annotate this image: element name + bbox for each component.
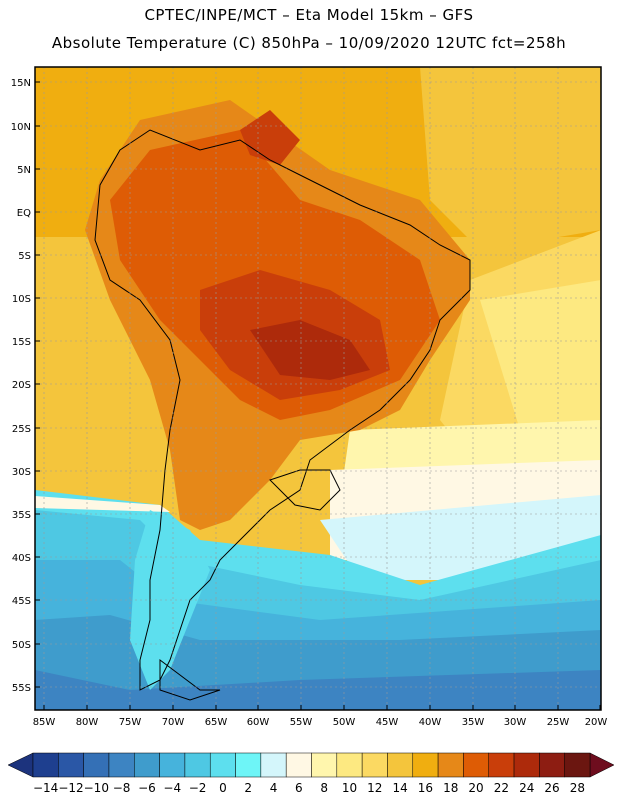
- colorbar-label: −6: [138, 781, 156, 795]
- lat-label: 45S: [12, 596, 31, 607]
- map-title-line2: Absolute Temperature (C) 850hPa – 10/09/…: [51, 34, 567, 52]
- colorbar-label: 0: [219, 781, 227, 795]
- colorbar-swatch: [134, 752, 160, 778]
- latitude-labels: 15N 10N 5N EQ 5S 10S 15S 20S 25S 30S 35S…: [11, 78, 31, 694]
- colorbar-swatch: [488, 752, 515, 778]
- colorbar-label: 16: [418, 781, 433, 795]
- lat-label: 5S: [18, 251, 31, 262]
- colorbar-swatch: [235, 752, 262, 778]
- axis-ticks: [35, 81, 601, 710]
- lat-label: 10N: [11, 122, 31, 133]
- colorbar-swatch: [437, 752, 464, 778]
- colorbar-swatch: [361, 752, 388, 778]
- colorbar-label: 24: [519, 781, 534, 795]
- colorbar-label: −2: [189, 781, 207, 795]
- colorbar-swatch: [387, 752, 414, 778]
- lon-label: 30W: [504, 717, 527, 728]
- lon-label: 40W: [419, 717, 442, 728]
- colorbar-label: 2: [244, 781, 252, 795]
- lat-label: 55S: [12, 683, 31, 694]
- longitude-labels: 85W 80W 75W 70W 65W 60W 55W 50W 45W 40W …: [33, 717, 608, 728]
- map-title-line1: CPTEC/INPE/MCT – Eta Model 15km – GFS: [144, 6, 474, 24]
- colorbar-label: −10: [84, 781, 109, 795]
- lat-label: 5N: [17, 165, 31, 176]
- lon-label: 70W: [162, 717, 185, 728]
- colorbar-swatch: [564, 752, 591, 778]
- temperature-field: [35, 67, 601, 710]
- lon-label: 65W: [205, 717, 228, 728]
- colorbar-label: 6: [295, 781, 303, 795]
- lat-label: 30S: [12, 467, 31, 478]
- colorbar-swatch: [311, 752, 338, 778]
- lon-label: 20W: [585, 717, 608, 728]
- colorbar-label: 28: [570, 781, 585, 795]
- colorbar-swatch: [539, 752, 565, 778]
- lat-label: 25S: [12, 424, 31, 435]
- colorbar-swatch: [285, 752, 312, 778]
- colorbar-high-arrow: [589, 752, 615, 778]
- lat-label: 15S: [12, 337, 31, 348]
- colorbar-swatch: [58, 752, 84, 778]
- colorbar-label: 20: [468, 781, 483, 795]
- colorbar-label: 4: [270, 781, 278, 795]
- colorbar-label: 10: [342, 781, 357, 795]
- colorbar-swatch: [209, 752, 236, 778]
- lat-label: 50S: [12, 640, 31, 651]
- lat-label: EQ: [17, 208, 31, 219]
- colorbar-label: 8: [320, 781, 328, 795]
- colorbar-swatch: [32, 752, 59, 778]
- colorbar-swatch: [513, 752, 540, 778]
- colorbar-label: 12: [367, 781, 382, 795]
- colorbar-swatch: [159, 752, 186, 778]
- colorbar-swatch: [184, 752, 211, 778]
- colorbar-label: 26: [544, 781, 559, 795]
- lon-label: 60W: [247, 717, 270, 728]
- colorbar-label: −8: [113, 781, 131, 795]
- lat-label: 35S: [12, 510, 31, 521]
- graticule: [35, 67, 601, 710]
- lon-label: 55W: [290, 717, 313, 728]
- lon-label: 45W: [376, 717, 399, 728]
- lat-label: 15N: [11, 78, 31, 89]
- colorbar-label: −4: [163, 781, 181, 795]
- colorbar-swatch: [83, 752, 110, 778]
- colorbar-swatch: [108, 752, 135, 778]
- colorbar-swatch: [260, 752, 287, 778]
- colorbar-label: 14: [392, 781, 407, 795]
- colorbar-label: −12: [58, 781, 83, 795]
- colorbar-swatch: [412, 752, 439, 778]
- lon-label: 75W: [119, 717, 142, 728]
- lon-label: 85W: [33, 717, 56, 728]
- lon-label: 35W: [462, 717, 485, 728]
- coastline-borders: [94, 129, 471, 701]
- lon-label: 25W: [547, 717, 570, 728]
- lon-label: 50W: [333, 717, 356, 728]
- colorbar-label: 18: [443, 781, 458, 795]
- lat-label: 20S: [12, 380, 31, 391]
- colorbar: −14 −12 −10 −8 −6 −4 −2 0 2 4 6 8 10 12 14 16 18 20 22 24 26…: [7, 752, 615, 795]
- colorbar-swatch: [463, 752, 489, 778]
- lat-label: 10S: [12, 294, 31, 305]
- colorbar-label: 22: [494, 781, 509, 795]
- lat-label: 40S: [12, 553, 31, 564]
- colorbar-swatch: [336, 752, 363, 778]
- colorbar-low-arrow: [7, 752, 34, 778]
- lon-label: 80W: [76, 717, 99, 728]
- map-frame: [34, 66, 602, 711]
- colorbar-label: −14: [33, 781, 58, 795]
